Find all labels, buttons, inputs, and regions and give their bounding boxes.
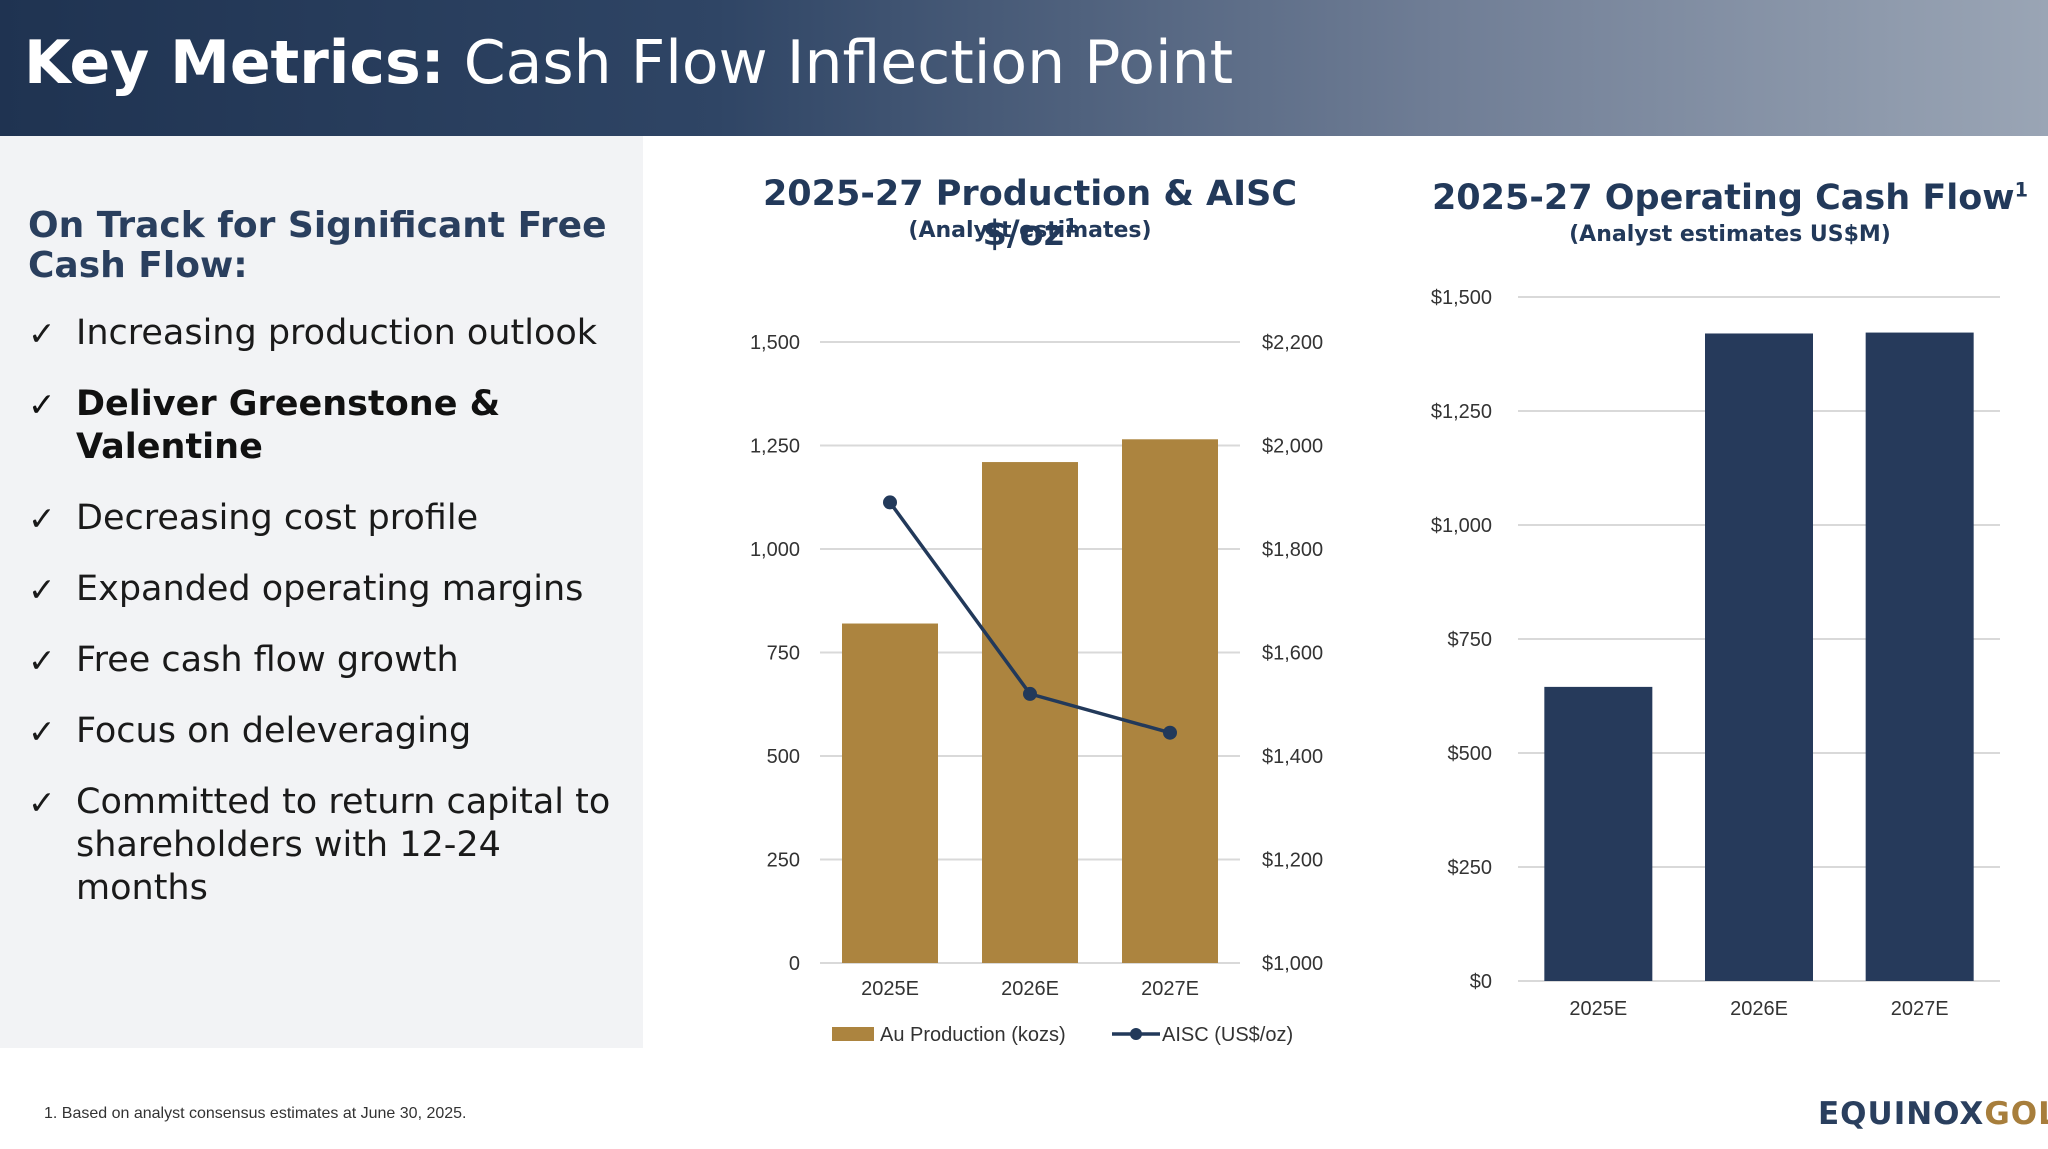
y-left-tick-label: 1,250	[750, 436, 800, 458]
aisc-point	[1023, 686, 1037, 701]
legend-swatch-aisc-marker	[1130, 1028, 1142, 1040]
chart2-subtitle: (Analyst estimates US$M)	[1569, 222, 1891, 247]
logo-part-2: GOLD	[1984, 1096, 2048, 1132]
left-panel: On Track for Significant Free Cash Flow:…	[0, 136, 643, 1048]
x-tick-label: 2025E	[861, 978, 919, 1000]
checkmark-icon: ✓	[28, 570, 56, 609]
y-left-tick-label: 500	[767, 746, 800, 768]
equinox-gold-logo: EQUINOXGOLD	[1818, 1096, 2048, 1132]
x-tick-label: 2027E	[1141, 978, 1199, 1000]
bullet-text: Focus on deleveraging	[76, 711, 472, 751]
checkmark-icon: ✓	[28, 641, 56, 680]
y-tick-label: $0	[1470, 971, 1492, 993]
chart2-title-footnote-mark: 1	[2014, 178, 2029, 202]
y-right-tick-label: $1,000	[1262, 953, 1323, 975]
y-tick-label: $500	[1448, 743, 1493, 765]
chart1-title-text: 2025-27 Production & AISC $/oz	[762, 174, 1298, 254]
chart2-title: 2025-27 Operating Cash Flow1	[1420, 178, 2040, 218]
y-right-tick-label: $1,200	[1262, 850, 1323, 872]
page-title-bold: Key Metrics:	[24, 28, 445, 98]
bullet-text: Free cash flow growth	[76, 640, 459, 680]
y-tick-label: $1,500	[1431, 287, 1492, 309]
footnote: 1. Based on analyst consensus estimates …	[44, 1105, 467, 1122]
bullet-item: ✓ Increasing production outlook	[28, 312, 638, 355]
bullet-item: ✓ Expanded operating margins	[28, 568, 638, 611]
bullet-list: ✓ Increasing production outlook ✓ Deliver G…	[28, 312, 638, 938]
aisc-point	[883, 495, 897, 510]
checkmark-icon: ✓	[28, 499, 56, 538]
checkmark-icon: ✓	[28, 783, 56, 822]
y-right-tick-label: $1,400	[1262, 746, 1323, 768]
production-bar	[982, 462, 1078, 963]
title-banner: Key Metrics: Cash Flow Inflection Point	[0, 0, 2048, 136]
y-tick-label: $250	[1448, 857, 1493, 879]
left-heading: On Track for Significant Free Cash Flow:	[28, 205, 607, 286]
cash-flow-bar	[1865, 332, 1974, 981]
bullet-item: ✓ Decreasing cost profile	[28, 497, 638, 540]
bullet-item: ✓ Deliver Greenstone & Valentine	[28, 383, 638, 469]
chart1-title: 2025-27 Production & AISC $/oz1	[720, 174, 1340, 254]
legend-label-production: Au Production (kozs)	[880, 1024, 1066, 1046]
bullet-item: ✓ Committed to return capital to sharehol…	[28, 781, 638, 910]
page-title-rest: Cash Flow Inflection Point	[444, 28, 1234, 98]
production-bar	[1122, 439, 1218, 963]
chart1-title-footnote-mark: 1	[1064, 214, 1078, 238]
y-left-tick-label: 0	[789, 953, 800, 975]
y-left-tick-label: 250	[767, 850, 800, 872]
bullet-text: Decreasing cost profile	[76, 498, 479, 538]
production-bar	[842, 623, 938, 963]
bullet-item: ✓ Focus on deleveraging	[28, 710, 638, 753]
y-right-tick-label: $2,200	[1262, 332, 1323, 354]
aisc-point	[1163, 725, 1177, 740]
page-title: Key Metrics: Cash Flow Inflection Point	[24, 28, 1233, 98]
y-right-tick-label: $1,600	[1262, 643, 1323, 665]
y-left-tick-label: 1,000	[750, 539, 800, 561]
x-tick-label: 2025E	[1569, 998, 1627, 1020]
y-right-tick-label: $2,000	[1262, 436, 1323, 458]
cash-flow-bar	[1544, 686, 1653, 981]
x-tick-label: 2026E	[1730, 998, 1788, 1020]
bullet-text: Deliver Greenstone & Valentine	[76, 384, 501, 467]
y-tick-label: $750	[1448, 629, 1493, 651]
bullet-text: Expanded operating margins	[76, 569, 584, 609]
x-tick-label: 2026E	[1001, 978, 1059, 1000]
checkmark-icon: ✓	[28, 314, 56, 353]
legend-swatch-production	[832, 1027, 874, 1041]
y-left-tick-label: 750	[767, 643, 800, 665]
bullet-item: ✓ Free cash flow growth	[28, 639, 638, 682]
y-tick-label: $1,000	[1431, 515, 1492, 537]
x-tick-label: 2027E	[1891, 998, 1949, 1020]
checkmark-icon: ✓	[28, 385, 56, 424]
operating-cash-flow-chart: $0 $250 $500 $750 $1,000 $1,250 $1,500 2025E 202…	[1431, 287, 2000, 1020]
legend-label-aisc: AISC (US$/oz)	[1162, 1024, 1293, 1046]
bullet-text: Increasing production outlook	[76, 313, 598, 353]
production-aisc-chart: 0 250 500 750 1,000 1,250 1,500 $1,000 $1,200 $1,…	[750, 332, 1323, 1046]
y-tick-label: $1,250	[1431, 401, 1492, 423]
logo-part-1: EQUINOX	[1818, 1096, 1985, 1132]
cash-flow-bar	[1705, 333, 1813, 982]
y-left-tick-label: 1,500	[750, 332, 800, 354]
bullet-text: Committed to return capital to sharehold…	[76, 782, 611, 908]
y-right-tick-label: $1,800	[1262, 539, 1323, 561]
chart1-subtitle: (Analyst estimates)	[908, 218, 1152, 243]
checkmark-icon: ✓	[28, 712, 56, 751]
chart2-title-text: 2025-27 Operating Cash Flow	[1431, 178, 2015, 218]
